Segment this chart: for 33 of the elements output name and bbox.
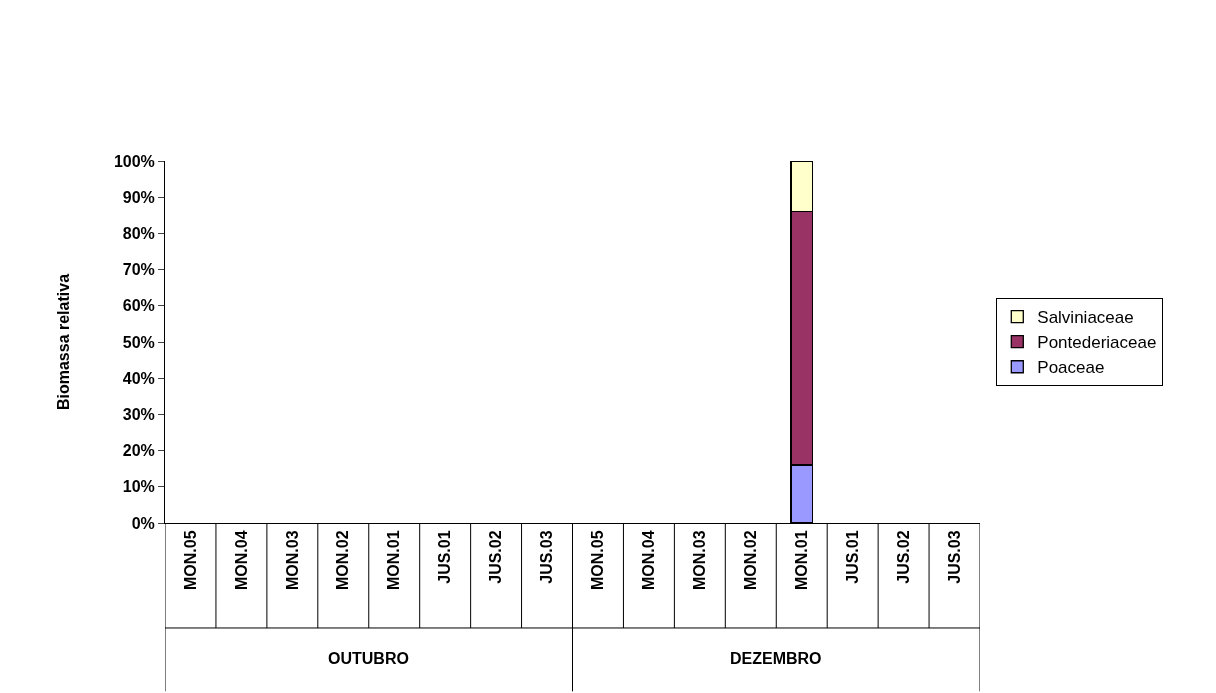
x-tick-label: JUS.01 [843,530,861,584]
y-tick-label: 10% [122,478,155,496]
y-tick-label: 20% [122,442,155,460]
x-tick-label: MON.02 [741,530,759,590]
y-tick-label: 90% [122,188,155,206]
y-tick-label: 80% [122,225,155,242]
y-tick-label: 40% [122,369,155,387]
x-tick-label: JUS.02 [487,530,505,584]
x-tick-label: MON.04 [640,530,658,590]
x-tick-label: MON.01 [792,530,810,590]
legend-label: Poaceae [1037,358,1105,378]
y-tick-label: 70% [122,261,155,279]
x-tick-label: MON.05 [589,530,607,590]
y-tick-label: 50% [122,333,155,351]
x-tick-label: MON.04 [232,530,250,590]
y-tick-label: 30% [122,406,155,423]
x-tick-label: MON.02 [334,530,352,590]
y-tick-label: 60% [122,297,155,315]
x-tick-label: JUS.01 [436,530,454,584]
y-tick-label: 0% [131,514,155,532]
x-tick-label: MON.03 [283,530,301,590]
text: OUTUBRO [328,650,409,667]
text: DEZEMBRO [730,650,822,667]
legend-label: Salviniaceae [1037,308,1134,328]
x-tick-label: JUS.03 [538,530,556,584]
x-tick-label: MON.03 [691,530,709,590]
y-axis-title: Biomassa relativa [54,273,72,411]
y-tick-label: 100% [113,152,155,170]
x-tick-label: JUS.02 [894,530,912,584]
legend-label: Pontederiaceae [1037,333,1157,353]
x-tick-label: MON.01 [385,530,403,590]
x-tick-label: MON.05 [181,530,199,590]
x-tick-label: JUS.03 [945,530,963,584]
